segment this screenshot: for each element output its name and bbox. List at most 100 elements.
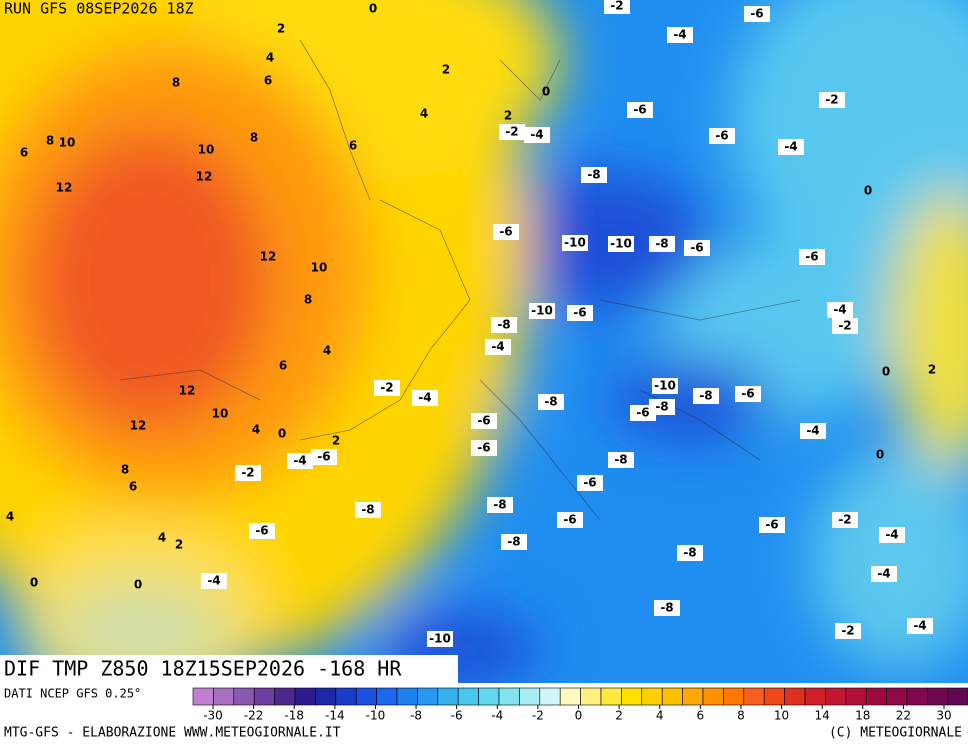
- tick-label: 18: [855, 709, 870, 723]
- color-swatch: [213, 687, 235, 706]
- label-box: [907, 618, 933, 634]
- label-box: [627, 102, 653, 118]
- contour-label: -4: [673, 28, 686, 42]
- contour-label: 2: [504, 109, 512, 123]
- contour-label: 2: [277, 22, 285, 36]
- contour-label: -2: [380, 381, 393, 395]
- color-swatch: [580, 687, 602, 706]
- source: DATI NCEP GFS 0.25°: [4, 687, 141, 701]
- label-box: [412, 390, 438, 406]
- contour-label: 4: [252, 423, 260, 437]
- label-box: [581, 167, 607, 183]
- contour-label: -4: [885, 528, 898, 542]
- label-box: [654, 600, 680, 616]
- contour-label: 10: [212, 407, 229, 421]
- label-box: [649, 399, 675, 415]
- tick-label: -6: [451, 709, 463, 723]
- color-swatch: [723, 687, 745, 706]
- contour-label: -8: [614, 453, 627, 467]
- label-box: [493, 224, 519, 240]
- contour-label: 0: [134, 578, 142, 592]
- color-swatch: [315, 687, 337, 706]
- label-box: [709, 128, 735, 144]
- color-swatch: [519, 687, 541, 706]
- contour-label: -2: [838, 319, 851, 333]
- color-swatch: [825, 687, 847, 706]
- contour-label: 6: [20, 146, 28, 160]
- color-swatch: [355, 687, 377, 706]
- label-box: [879, 527, 905, 543]
- label-box: [287, 453, 313, 469]
- color-swatch: [661, 687, 683, 706]
- contour-label: -4: [530, 128, 543, 142]
- tick-label: 2: [615, 709, 623, 723]
- label-box: [311, 449, 337, 465]
- contour-label: -6: [573, 306, 586, 320]
- label-box: [832, 512, 858, 528]
- contour-label: -4: [833, 303, 846, 317]
- color-swatch: [192, 687, 214, 706]
- color-swatch: [682, 687, 704, 706]
- contour-label: 8: [250, 131, 258, 145]
- label-box: [832, 318, 858, 334]
- color-swatch: [886, 687, 908, 706]
- label-box: [471, 440, 497, 456]
- contour-label: -8: [361, 503, 374, 517]
- label-box: [604, 0, 630, 14]
- label-box: [201, 573, 227, 589]
- contour-label: -8: [493, 498, 506, 512]
- contour-label: 2: [175, 538, 183, 552]
- tick-label: 0: [575, 709, 583, 723]
- color-swatch: [947, 687, 968, 706]
- contour-label: -6: [750, 7, 763, 21]
- tick-label: 6: [697, 709, 705, 723]
- label-box: [235, 465, 261, 481]
- contour-label: 12: [179, 384, 196, 398]
- contour-label: -6: [636, 406, 649, 420]
- contour-label: 12: [56, 181, 73, 195]
- color-swatch: [396, 687, 418, 706]
- contour-label: -6: [765, 518, 778, 532]
- contour-label: -8: [699, 389, 712, 403]
- color-swatch: [600, 687, 622, 706]
- tick-label: -8: [410, 709, 422, 723]
- color-swatch: [274, 687, 296, 706]
- color-swatch: [539, 687, 561, 706]
- contour-label: -2: [610, 0, 623, 13]
- label-box: [819, 92, 845, 108]
- contour-label: -6: [317, 450, 330, 464]
- color-swatch: [478, 687, 500, 706]
- label-box: [524, 127, 550, 143]
- color-swatch: [417, 687, 439, 706]
- color-swatch: [784, 687, 806, 706]
- label-box: [249, 523, 275, 539]
- label-box: [355, 502, 381, 518]
- contour-label: -8: [544, 395, 557, 409]
- color-swatch: [865, 687, 887, 706]
- label-box: [693, 388, 719, 404]
- contour-label: -6: [477, 414, 490, 428]
- contour-label: 4: [6, 510, 14, 524]
- color-swatch: [376, 687, 398, 706]
- label-box: [485, 339, 511, 355]
- contour-label: -8: [683, 546, 696, 560]
- tick-label: -14: [325, 709, 345, 723]
- contour-label: -6: [499, 225, 512, 239]
- label-box: [608, 236, 634, 252]
- tick-label: -30: [203, 709, 223, 723]
- contour-label: -2: [838, 513, 851, 527]
- contour-label: -6: [715, 129, 728, 143]
- contour-label: -10: [610, 237, 632, 251]
- color-swatch: [294, 687, 316, 706]
- contour-label: -6: [633, 103, 646, 117]
- contour-label: 0: [876, 448, 884, 462]
- color-swatch: [906, 687, 928, 706]
- tick-label: 10: [774, 709, 789, 723]
- contour-label: 0: [542, 85, 550, 99]
- colorbar: -30 -22 -18 -14 -10 -8 -6 -4 -2 0 2 4 6 8 10 14 18 22 30: [192, 687, 968, 723]
- contour-label: -8: [587, 168, 600, 182]
- contour-label: 6: [349, 139, 357, 153]
- contour-label: -6: [741, 387, 754, 401]
- contour-label: -6: [583, 476, 596, 490]
